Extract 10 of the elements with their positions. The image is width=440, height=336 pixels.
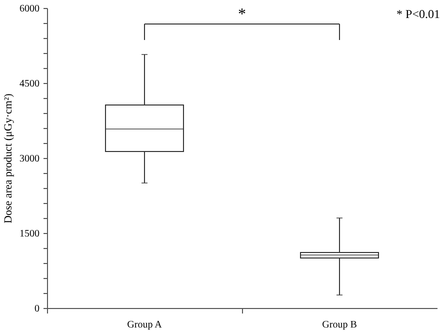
annotation: * P<0.01: [396, 7, 440, 21]
y-tick-label: 4500: [20, 78, 40, 90]
y-tick-label: 0: [34, 304, 40, 314]
y-axis-title: Dose area product (μGy·cm²): [2, 93, 14, 224]
x-tick-label: Group B: [322, 320, 358, 330]
y-tick-label: 6000: [20, 4, 40, 14]
annotation: *: [238, 6, 246, 23]
y-tick-label: 1500: [20, 228, 40, 240]
y-tick-label: 3000: [20, 154, 40, 164]
x-tick-label: Group A: [127, 320, 163, 330]
